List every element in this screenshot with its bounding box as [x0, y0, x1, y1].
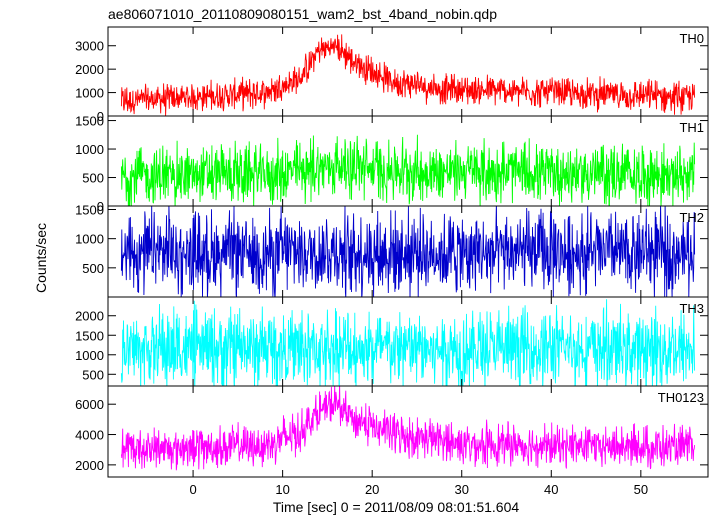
x-tick-label: 0 [189, 482, 196, 497]
chart-title: ae806071010_20110809080151_wam2_bst_4ban… [108, 6, 497, 22]
y-tick-label: 1000 [75, 232, 104, 247]
panel-th3: 500 1000 1500 2000 TH3 [75, 296, 709, 387]
y-axis-label: Counts/sec [33, 223, 49, 293]
y-tick-label: 1500 [75, 114, 104, 129]
y-tick-label: 500 [82, 261, 104, 276]
x-tick-label: 10 [275, 482, 289, 497]
panel-frame [107, 115, 709, 207]
series-th1 [120, 134, 696, 206]
panel-th2: 500 1000 1500 TH2 [75, 203, 709, 298]
x-axis-label: Time [sec] 0 = 2011/08/09 08:01:51.604 [273, 499, 520, 515]
panel-th1: 0 500 1000 1500 TH1 [75, 114, 709, 214]
panel-label: TH3 [679, 301, 704, 316]
y-tick-label: 0 [97, 199, 104, 214]
x-tick-label: 50 [634, 482, 648, 497]
y-tick-label: 500 [82, 171, 104, 186]
y-tick-label: 1500 [75, 203, 104, 218]
y-tick-label: 2000 [75, 309, 104, 324]
series-th0123 [120, 386, 696, 471]
series-th3 [120, 299, 696, 386]
panel-label: TH2 [679, 210, 704, 225]
panel-th0123: 2000 4000 6000 TH0123 [75, 385, 709, 478]
y-tick-label: 2000 [75, 62, 104, 77]
y-tick-label: 1500 [75, 328, 104, 343]
y-tick-label: 1000 [75, 142, 104, 157]
y-tick-label: 1000 [75, 86, 104, 101]
series-th2 [120, 206, 696, 297]
x-tick-label: 20 [365, 482, 379, 497]
y-tick-label: 1000 [75, 348, 104, 363]
y-tick-label: 2000 [75, 458, 104, 473]
y-tick-label: 6000 [75, 397, 104, 412]
panel-label: TH0123 [658, 390, 704, 405]
panel-label: TH0 [679, 31, 704, 46]
y-tick-label: 0 [97, 109, 104, 124]
panel-th0: 0 1000 2000 3000 TH0 [75, 26, 709, 124]
y-tick-label: 4000 [75, 428, 104, 443]
x-tick-label: 30 [454, 482, 468, 497]
y-tick-label: 500 [82, 367, 104, 382]
series-th0 [120, 34, 696, 116]
x-tick-label: 40 [544, 482, 558, 497]
y-tick-label: 3000 [75, 39, 104, 54]
panel-frame [107, 385, 709, 478]
panel-label: TH1 [679, 120, 704, 135]
